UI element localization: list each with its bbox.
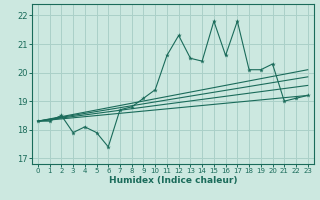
X-axis label: Humidex (Indice chaleur): Humidex (Indice chaleur) xyxy=(108,176,237,185)
